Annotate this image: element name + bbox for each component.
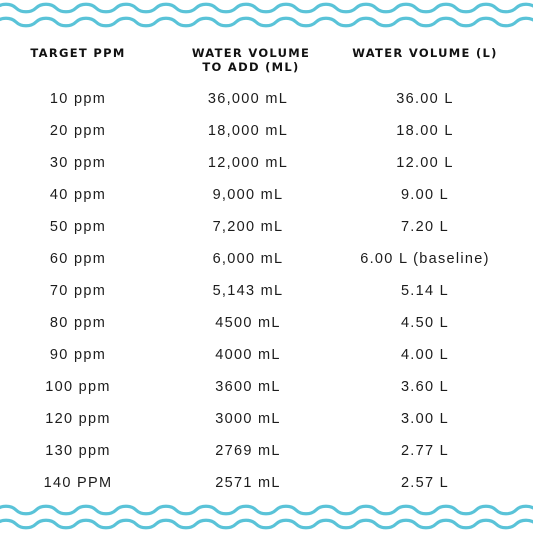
ml-cell: 3600 mL: [215, 379, 281, 395]
ml-cell: 3000 mL: [215, 411, 281, 427]
ppm-cell: 30 ppm: [49, 155, 107, 171]
liters-cell: 6.00 L (baseline): [360, 251, 490, 267]
ml-cell: 4500 mL: [215, 315, 281, 331]
top-wave-border: [0, 2, 533, 28]
ml-cell: 6,000 mL: [212, 251, 284, 267]
liters-cell: 2.77 L: [400, 443, 450, 459]
liters-cell: 9.00 L: [400, 187, 450, 203]
liters-cell: 5.14 L: [400, 283, 450, 299]
table-row: 100 ppm 3600 mL 3.60 L: [0, 379, 533, 399]
ml-cell: 2571 mL: [215, 475, 281, 491]
ppm-cell: 10 ppm: [49, 91, 107, 107]
liters-cell: 3.00 L: [400, 411, 450, 427]
ppm-cell: 100 ppm: [45, 379, 111, 395]
liters-cell: 12.00 L: [396, 155, 454, 171]
table-row: 130 ppm 2769 mL 2.77 L: [0, 443, 533, 463]
ppm-cell: 130 ppm: [45, 443, 111, 459]
table-row: 120 ppm 3000 mL 3.00 L: [0, 411, 533, 431]
liters-cell: 2.57 L: [400, 475, 450, 491]
liters-cell: 4.50 L: [400, 315, 450, 331]
table-row: 80 ppm 4500 mL 4.50 L: [0, 315, 533, 335]
header-ml-line2: TO ADD (ML): [202, 60, 300, 74]
liters-cell: 7.20 L: [400, 219, 450, 235]
liters-cell: 36.00 L: [396, 91, 454, 107]
table-row: 30 ppm 12,000 mL 12.00 L: [0, 155, 533, 175]
ml-cell: 9,000 mL: [212, 187, 284, 203]
table-row: 60 ppm 6,000 mL 6.00 L (baseline): [0, 251, 533, 271]
ml-cell: 7,200 mL: [212, 219, 284, 235]
ml-cell: 12,000 mL: [207, 155, 289, 171]
table-row: 90 ppm 4000 mL 4.00 L: [0, 347, 533, 367]
ppm-cell: 90 ppm: [49, 347, 107, 363]
liters-cell: 4.00 L: [400, 347, 450, 363]
table-row: 40 ppm 9,000 mL 9.00 L: [0, 187, 533, 207]
header-ml-line1: WATER VOLUME: [191, 46, 311, 60]
header-water-volume-ml: WATER VOLUME TO ADD (ML): [180, 46, 322, 74]
ppm-cell: 70 ppm: [49, 283, 107, 299]
table-row: 50 ppm 7,200 mL 7.20 L: [0, 219, 533, 239]
ml-cell: 4000 mL: [215, 347, 281, 363]
ml-cell: 5,143 mL: [212, 283, 284, 299]
ml-cell: 36,000 mL: [207, 91, 289, 107]
table-row: 10 ppm 36,000 mL 36.00 L: [0, 91, 533, 111]
ppm-cell: 80 ppm: [49, 315, 107, 331]
ppm-cell: 140 PPM: [43, 475, 113, 491]
liters-cell: 18.00 L: [396, 123, 454, 139]
ppm-cell: 50 ppm: [49, 219, 107, 235]
ppm-cell: 120 ppm: [45, 411, 111, 427]
bottom-wave-border: [0, 504, 533, 530]
table-row: 140 PPM 2571 mL 2.57 L: [0, 475, 533, 495]
table-row: 70 ppm 5,143 mL 5.14 L: [0, 283, 533, 303]
header-water-volume-l: WATER VOLUME (L): [352, 46, 498, 60]
ppm-cell: 20 ppm: [49, 123, 107, 139]
table-row: 20 ppm 18,000 mL 18.00 L: [0, 123, 533, 143]
ml-cell: 18,000 mL: [207, 123, 289, 139]
header-target-ppm: TARGET PPM: [30, 46, 126, 60]
ppm-cell: 60 ppm: [49, 251, 107, 267]
liters-cell: 3.60 L: [400, 379, 450, 395]
ppm-cell: 40 ppm: [49, 187, 107, 203]
ml-cell: 2769 mL: [215, 443, 281, 459]
